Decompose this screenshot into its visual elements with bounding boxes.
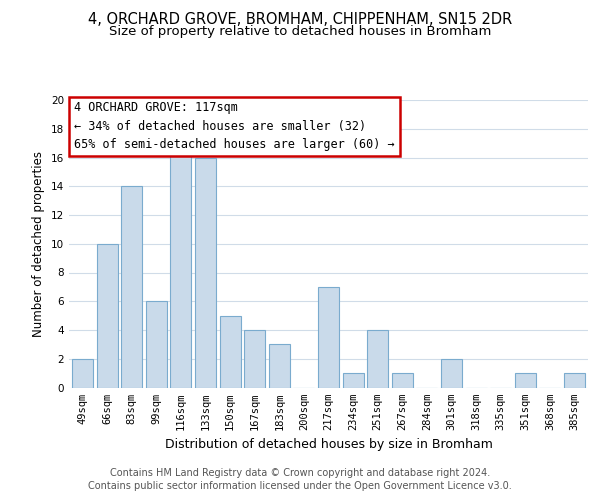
- Bar: [269, 344, 290, 388]
- Bar: [97, 244, 118, 388]
- Bar: [318, 287, 339, 388]
- Bar: [441, 359, 462, 388]
- Bar: [343, 373, 364, 388]
- X-axis label: Distribution of detached houses by size in Bromham: Distribution of detached houses by size …: [164, 438, 493, 451]
- Bar: [72, 359, 93, 388]
- Text: Contains HM Land Registry data © Crown copyright and database right 2024.: Contains HM Land Registry data © Crown c…: [110, 468, 490, 477]
- Bar: [170, 143, 191, 388]
- Bar: [564, 373, 585, 388]
- Text: Contains public sector information licensed under the Open Government Licence v3: Contains public sector information licen…: [88, 481, 512, 491]
- Bar: [244, 330, 265, 388]
- Bar: [220, 316, 241, 388]
- Text: 4, ORCHARD GROVE, BROMHAM, CHIPPENHAM, SN15 2DR: 4, ORCHARD GROVE, BROMHAM, CHIPPENHAM, S…: [88, 12, 512, 28]
- Bar: [146, 301, 167, 388]
- Text: 4 ORCHARD GROVE: 117sqm
← 34% of detached houses are smaller (32)
65% of semi-de: 4 ORCHARD GROVE: 117sqm ← 34% of detache…: [74, 102, 395, 152]
- Bar: [195, 158, 216, 388]
- Bar: [392, 373, 413, 388]
- Text: Size of property relative to detached houses in Bromham: Size of property relative to detached ho…: [109, 25, 491, 38]
- Bar: [121, 186, 142, 388]
- Bar: [367, 330, 388, 388]
- Bar: [515, 373, 536, 388]
- Y-axis label: Number of detached properties: Number of detached properties: [32, 151, 46, 337]
